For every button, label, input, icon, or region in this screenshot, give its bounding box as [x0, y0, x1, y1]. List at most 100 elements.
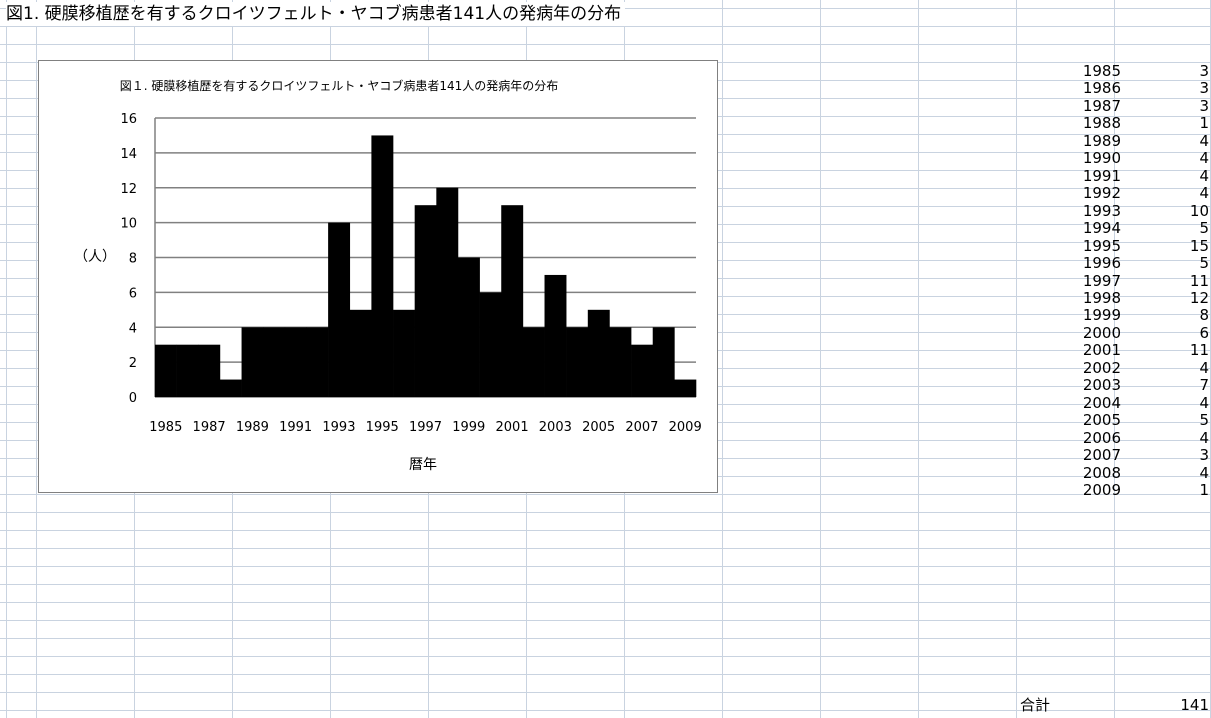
- table-year-cell[interactable]: 1998: [1082, 289, 1121, 307]
- table-value-cell[interactable]: 1: [1199, 481, 1209, 499]
- x-tick-label: 2005: [582, 420, 615, 435]
- bar-1992: [306, 327, 329, 397]
- table-value-cell[interactable]: 12: [1189, 289, 1209, 307]
- table-value-cell[interactable]: 11: [1189, 272, 1209, 290]
- total-value[interactable]: 141: [1180, 696, 1209, 714]
- table-value-cell[interactable]: 3: [1199, 62, 1209, 80]
- x-tick-label: 2009: [669, 420, 702, 435]
- x-tick-label: 1991: [279, 420, 312, 435]
- y-tick-label: 6: [129, 286, 137, 301]
- table-year-cell[interactable]: 1994: [1082, 219, 1121, 237]
- table-value-cell[interactable]: 4: [1199, 429, 1209, 447]
- bar-2001: [501, 205, 524, 397]
- table-year-cell[interactable]: 1995: [1082, 237, 1121, 255]
- table-year-cell[interactable]: 2004: [1082, 394, 1121, 412]
- table-value-cell[interactable]: 15: [1189, 237, 1209, 255]
- table-value-cell[interactable]: 4: [1199, 184, 1209, 202]
- bar-1997: [414, 205, 437, 397]
- table-year-cell[interactable]: 1993: [1082, 202, 1121, 220]
- x-tick-label: 1989: [236, 420, 269, 435]
- table-value-cell[interactable]: 4: [1199, 132, 1209, 150]
- table-year-cell[interactable]: 1992: [1082, 184, 1121, 202]
- bar-2002: [522, 327, 545, 397]
- table-value-cell[interactable]: 11: [1189, 341, 1209, 359]
- bar-1998: [436, 187, 459, 397]
- x-tick-label: 2003: [539, 420, 572, 435]
- table-year-cell[interactable]: 2003: [1082, 376, 1121, 394]
- table-value-cell[interactable]: 5: [1199, 219, 1209, 237]
- table-year-cell[interactable]: 2005: [1082, 411, 1121, 429]
- table-value-cell[interactable]: 3: [1199, 79, 1209, 97]
- y-tick-label: 4: [129, 321, 137, 336]
- bar-2007: [631, 344, 654, 397]
- y-tick-label: 14: [120, 147, 137, 162]
- table-year-cell[interactable]: 1986: [1082, 79, 1121, 97]
- table-year-cell[interactable]: 1989: [1082, 132, 1121, 150]
- x-tick-label: 1997: [409, 420, 442, 435]
- table-value-cell[interactable]: 8: [1199, 306, 1209, 324]
- bar-1993: [328, 222, 351, 398]
- x-tick-label: 1985: [149, 420, 182, 435]
- table-year-cell[interactable]: 2001: [1082, 341, 1121, 359]
- table-value-cell[interactable]: 4: [1199, 149, 1209, 167]
- table-year-cell[interactable]: 1999: [1082, 306, 1121, 324]
- sheet-title: 図1. 硬膜移植歴を有するクロイツフェルト・ヤコブ病患者141人の発病年の分布: [6, 2, 626, 26]
- bar-1995: [371, 135, 394, 397]
- chart-title: 図１. 硬膜移植歴を有するクロイツフェルト・ヤコブ病患者141人の発病年の分布: [120, 78, 559, 93]
- y-tick-label: 10: [120, 217, 137, 232]
- bars: [155, 135, 697, 398]
- table-value-cell[interactable]: 6: [1199, 324, 1209, 342]
- table-value-cell[interactable]: 7: [1199, 376, 1209, 394]
- table-year-cell[interactable]: 1987: [1082, 97, 1121, 115]
- table-year-cell[interactable]: 2006: [1082, 429, 1121, 447]
- table-value-cell[interactable]: 4: [1199, 464, 1209, 482]
- table-value-cell[interactable]: 1: [1199, 114, 1209, 132]
- table-year-cell[interactable]: 1996: [1082, 254, 1121, 272]
- table-value-cell[interactable]: 5: [1199, 411, 1209, 429]
- y-tick-labels: 0 2 4 6 8 10 12 14 16: [120, 112, 137, 406]
- table-year-cell[interactable]: 2002: [1082, 359, 1121, 377]
- table-year-cell[interactable]: 1985: [1082, 62, 1121, 80]
- bar-chart: 図１. 硬膜移植歴を有するクロイツフェルト・ヤコブ病患者141人の発病年の分布 …: [74, 78, 702, 473]
- table-value-cell[interactable]: 3: [1199, 446, 1209, 464]
- table-value-cell[interactable]: 10: [1189, 202, 1209, 220]
- table-value-cell[interactable]: 5: [1199, 254, 1209, 272]
- bar-2009: [674, 379, 697, 397]
- x-axis-label: 暦年: [409, 457, 437, 473]
- y-tick-label: 2: [129, 356, 137, 371]
- y-tick-label: 8: [129, 252, 137, 267]
- table-year-cell[interactable]: 1997: [1082, 272, 1121, 290]
- table-year-cell[interactable]: 1988: [1082, 114, 1121, 132]
- table-year-cell[interactable]: 2009: [1082, 481, 1121, 499]
- bar-1996: [393, 309, 415, 397]
- y-axis-label: （人）: [74, 249, 116, 265]
- total-label[interactable]: 合計: [1020, 696, 1051, 714]
- y-tick-label: 0: [129, 391, 137, 406]
- y-tick-label: 12: [120, 182, 137, 197]
- x-tick-label: 1999: [452, 420, 485, 435]
- bar-2004: [566, 327, 589, 397]
- x-tick-label: 1987: [193, 420, 226, 435]
- x-tick-label: 1995: [366, 420, 399, 435]
- bar-1999: [457, 257, 480, 397]
- bar-1991: [284, 327, 307, 397]
- table-year-cell[interactable]: 1990: [1082, 149, 1121, 167]
- x-tick-labels: 1985 1987 1989 1991 1993 1995 1997 1999 2001 2003…: [149, 420, 701, 435]
- table-value-cell[interactable]: 4: [1199, 359, 1209, 377]
- table-value-cell[interactable]: 4: [1199, 394, 1209, 412]
- bar-2008: [652, 327, 675, 397]
- table-year-cell[interactable]: 1991: [1082, 167, 1121, 185]
- x-tick-label: 1993: [322, 420, 355, 435]
- bar-2005: [587, 309, 610, 397]
- bar-1990: [263, 327, 286, 397]
- chart-area[interactable]: 図１. 硬膜移植歴を有するクロイツフェルト・ヤコブ病患者141人の発病年の分布 …: [38, 60, 718, 493]
- table-value-cell[interactable]: 3: [1199, 97, 1209, 115]
- y-tick-label: 16: [120, 112, 137, 127]
- bar-2000: [479, 292, 502, 398]
- table-year-cell[interactable]: 2008: [1082, 464, 1121, 482]
- table-year-cell[interactable]: 2000: [1082, 324, 1121, 342]
- bar-1994: [349, 309, 372, 397]
- bar-1987: [198, 344, 221, 397]
- table-value-cell[interactable]: 4: [1199, 167, 1209, 185]
- table-year-cell[interactable]: 2007: [1082, 446, 1121, 464]
